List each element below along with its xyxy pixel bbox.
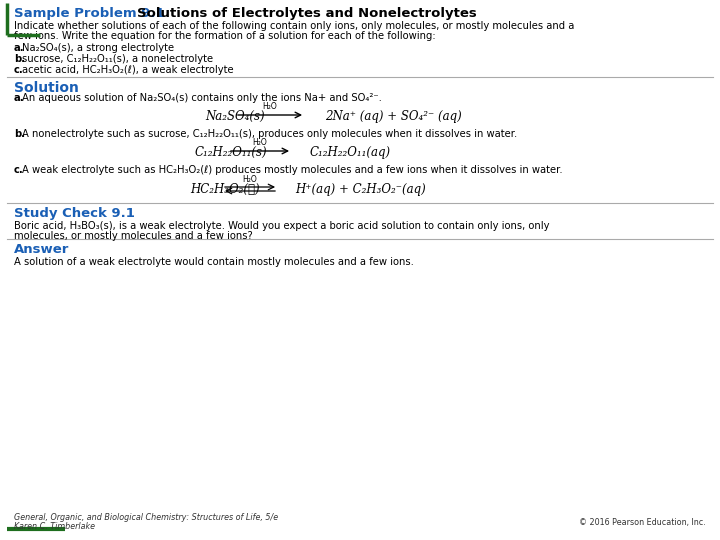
Text: Solution: Solution xyxy=(14,81,79,95)
Text: © 2016 Pearson Education, Inc.: © 2016 Pearson Education, Inc. xyxy=(580,518,706,527)
Text: Karen C. Timberlake: Karen C. Timberlake xyxy=(14,522,95,531)
Text: An aqueous solution of Na₂SO₄(s) contains only the ions Na+ and SO₄²⁻.: An aqueous solution of Na₂SO₄(s) contain… xyxy=(22,93,382,103)
Text: Study Check 9.1: Study Check 9.1 xyxy=(14,207,135,220)
Text: A nonelectrolyte such as sucrose, C₁₂H₂₂O₁₁(s), produces only molecules when it : A nonelectrolyte such as sucrose, C₁₂H₂₂… xyxy=(22,129,517,139)
Text: H₂O: H₂O xyxy=(243,175,257,184)
Text: sucrose, C₁₂H₂₂O₁₁(s), a nonelectrolyte: sucrose, C₁₂H₂₂O₁₁(s), a nonelectrolyte xyxy=(22,54,213,64)
Text: Answer: Answer xyxy=(14,243,69,256)
Text: Solutions of Electrolytes and Nonelectrolytes: Solutions of Electrolytes and Nonelectro… xyxy=(137,7,477,20)
Text: b.: b. xyxy=(14,54,25,64)
Text: Sample Problem 9.1: Sample Problem 9.1 xyxy=(14,7,165,20)
Text: C₁₂H₂₂O₁₁(s): C₁₂H₂₂O₁₁(s) xyxy=(195,146,268,159)
Text: Na₂SO₄(s), a strong electrolyte: Na₂SO₄(s), a strong electrolyte xyxy=(22,43,174,53)
Text: acetic acid, HC₂H₃O₂(ℓ), a weak electrolyte: acetic acid, HC₂H₃O₂(ℓ), a weak electrol… xyxy=(22,65,233,75)
Text: A solution of a weak electrolyte would contain mostly molecules and a few ions.: A solution of a weak electrolyte would c… xyxy=(14,257,414,267)
Text: H₂O: H₂O xyxy=(253,138,267,147)
Text: A weak electrolyte such as HC₂H₃O₂(ℓ) produces mostly molecules and a few ions w: A weak electrolyte such as HC₂H₃O₂(ℓ) pr… xyxy=(22,165,562,175)
Text: b.: b. xyxy=(14,129,25,139)
Text: General, Organic, and Biological Chemistry: Structures of Life, 5/e: General, Organic, and Biological Chemist… xyxy=(14,513,278,522)
Text: c.: c. xyxy=(14,65,24,75)
Text: HC₂H₃O₂(ℓ): HC₂H₃O₂(ℓ) xyxy=(190,183,260,196)
Text: a.: a. xyxy=(14,43,24,53)
Text: H⁺(aq) + C₂H₃O₂⁻(aq): H⁺(aq) + C₂H₃O₂⁻(aq) xyxy=(295,183,426,196)
Text: Boric acid, H₃BO₃(s), is a weak electrolyte. Would you expect a boric acid solut: Boric acid, H₃BO₃(s), is a weak electrol… xyxy=(14,221,549,231)
Text: H₂O: H₂O xyxy=(263,102,277,111)
Text: Indicate whether solutions of each of the following contain only ions, only mole: Indicate whether solutions of each of th… xyxy=(14,21,575,31)
Text: 2Na⁺ (aq) + SO₄²⁻ (aq): 2Na⁺ (aq) + SO₄²⁻ (aq) xyxy=(325,110,462,123)
Text: few ions. Write the equation for the formation of a solution for each of the fol: few ions. Write the equation for the for… xyxy=(14,31,436,41)
Text: Na₂SO₄(s): Na₂SO₄(s) xyxy=(205,110,265,123)
Text: C₁₂H₂₂O₁₁(aq): C₁₂H₂₂O₁₁(aq) xyxy=(310,146,391,159)
Text: a.: a. xyxy=(14,93,24,103)
Text: c.: c. xyxy=(14,165,24,175)
Text: molecules, or mostly molecules and a few ions?: molecules, or mostly molecules and a few… xyxy=(14,231,253,241)
